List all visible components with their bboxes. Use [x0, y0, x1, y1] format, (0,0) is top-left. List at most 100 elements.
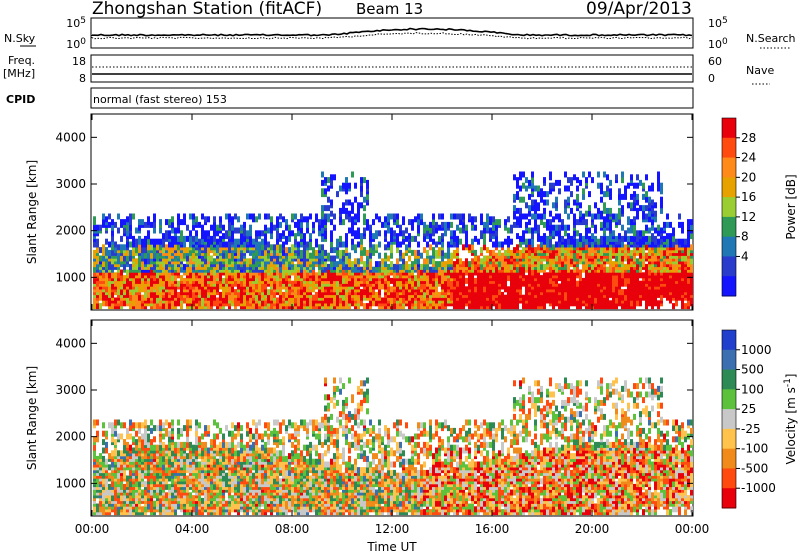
power-echo-cell: [225, 230, 228, 237]
power-echo-cell: [453, 261, 456, 268]
power-echo-cell: [417, 303, 420, 310]
power-echo-cell: [474, 235, 477, 242]
power-echo-cell: [669, 221, 672, 228]
power-echo-cell: [405, 227, 408, 234]
power-echo-cell: [156, 277, 159, 284]
power-echo-cell: [495, 230, 498, 237]
power-echo-cell: [555, 266, 558, 273]
power-echo-cell: [516, 216, 519, 223]
power-echo-cell: [342, 249, 345, 256]
power-echo-cell: [363, 289, 366, 296]
power-echo-cell: [588, 235, 591, 242]
power-echo-cell: [558, 241, 561, 248]
power-y-tick-label: 4000: [55, 130, 86, 144]
power-echo-cell: [552, 252, 555, 259]
power-echo-cell: [408, 263, 411, 270]
power-echo-cell: [384, 230, 387, 237]
power-echo-cell: [495, 219, 498, 226]
power-echo-cell: [120, 275, 123, 282]
power-echo-cell: [444, 266, 447, 273]
power-echo-cell: [288, 230, 291, 237]
power-echo-cell: [549, 219, 552, 226]
power-echo-cell: [618, 213, 621, 220]
power-echo-cell: [555, 241, 558, 248]
power-echo-cell: [468, 303, 471, 310]
power-echo-cell: [573, 219, 576, 226]
power-echo-cell: [417, 219, 420, 226]
power-echo-cell: [390, 277, 393, 284]
power-echo-cell: [99, 303, 102, 310]
power-echo-cell: [648, 289, 651, 296]
power-echo-cell: [606, 266, 609, 273]
power-echo-cell: [396, 258, 399, 265]
power-echo-cell: [639, 179, 642, 186]
power-echo-cell: [399, 263, 402, 270]
power-echo-cell: [666, 238, 669, 245]
power-echo-cell: [177, 280, 180, 287]
power-echo-cell: [690, 286, 693, 293]
power-echo-cell: [123, 219, 126, 226]
power-echo-cell: [378, 252, 381, 259]
power-echo-cell: [342, 269, 345, 276]
power-echo-cell: [267, 252, 270, 259]
power-echo-cell: [408, 255, 411, 262]
power-echo-cell: [528, 210, 531, 217]
power-echo-cell: [330, 210, 333, 217]
velocity-echo-cell: [114, 472, 117, 479]
date-label: 09/Apr/2013: [586, 0, 692, 19]
power-echo-cell: [303, 216, 306, 223]
power-echo-cell: [306, 216, 309, 223]
power-echo-cell: [651, 280, 654, 287]
power-echo-cell: [438, 275, 441, 282]
power-echo-cell: [285, 224, 288, 231]
power-echo-cell: [387, 241, 390, 248]
power-echo-cell: [687, 230, 690, 237]
power-echo-cell: [549, 238, 552, 245]
power-echo-cell: [498, 249, 501, 256]
power-echo-cell: [582, 291, 585, 298]
power-echo-cell: [687, 277, 690, 284]
power-echo-cell: [282, 291, 285, 298]
power-echo-cell: [132, 235, 135, 242]
power-echo-cell: [615, 174, 618, 181]
power-echo-cell: [555, 230, 558, 237]
power-echo-cell: [507, 235, 510, 242]
power-echo-cell: [273, 291, 276, 298]
power-echo-cell: [522, 171, 525, 178]
power-echo-cell: [351, 277, 354, 284]
velocity-echo-cell: [102, 472, 105, 479]
power-echo-cell: [531, 277, 534, 284]
nsearch-tick-bottom: 100: [708, 37, 728, 51]
power-echo-cell: [486, 255, 489, 262]
power-echo-cell: [381, 297, 384, 304]
power-echo-cell: [201, 277, 204, 284]
power-echo-cell: [621, 235, 624, 242]
power-echo-cell: [540, 275, 543, 282]
power-echo-cell: [318, 269, 321, 276]
power-echo-cell: [399, 249, 402, 256]
power-echo-cell: [588, 171, 591, 178]
power-echo-cell: [672, 283, 675, 290]
power-echo-cell: [237, 300, 240, 307]
power-echo-cell: [291, 230, 294, 237]
velocity-echo-cell: [120, 422, 123, 429]
power-echo-cell: [177, 235, 180, 242]
power-echo-cell: [591, 289, 594, 296]
power-echo-cell: [603, 202, 606, 209]
power-echo-cell: [555, 196, 558, 203]
power-echo-cell: [435, 221, 438, 228]
power-echo-cell: [129, 233, 132, 240]
power-echo-cell: [681, 283, 684, 290]
power-echo-cell: [357, 202, 360, 209]
power-echo-cell: [522, 235, 525, 242]
power-echo-cell: [570, 269, 573, 276]
power-echo-cell: [594, 275, 597, 282]
power-echo-cell: [525, 303, 528, 310]
power-echo-cell: [537, 191, 540, 198]
power-y-axis-title: Slant Range [km]: [25, 160, 39, 264]
velocity-echo-cell: [105, 458, 108, 465]
power-echo-cell: [444, 261, 447, 268]
power-echo-cell: [147, 291, 150, 298]
power-echo-cell: [141, 294, 144, 301]
power-echo-cell: [690, 258, 693, 265]
